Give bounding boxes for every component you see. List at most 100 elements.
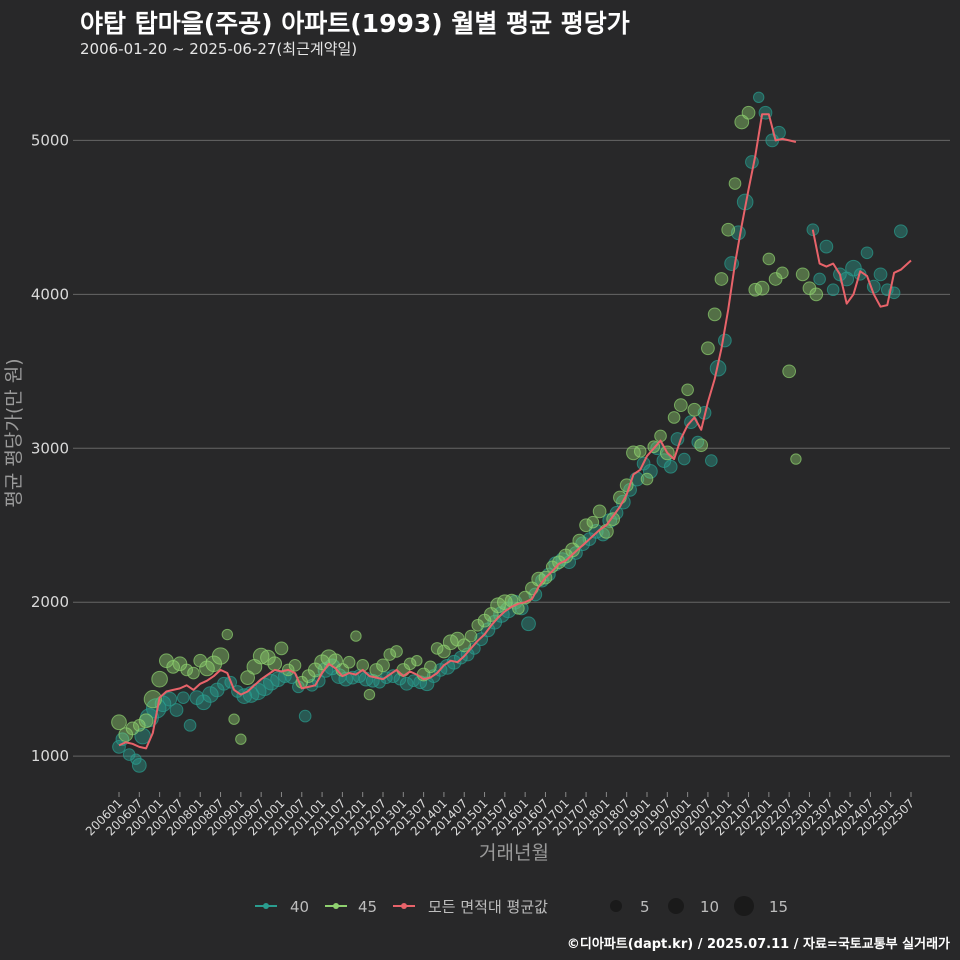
- average-line-group: [118, 113, 912, 750]
- scatter-point-40: [745, 155, 759, 169]
- scatter-point-45: [442, 634, 459, 651]
- scatter-point-45: [363, 688, 376, 701]
- scatter-point-40: [183, 719, 197, 732]
- scatter-point-45: [586, 515, 600, 529]
- scatter-point-45: [606, 512, 621, 526]
- scatter-point-40: [752, 91, 765, 104]
- scatter-point-45: [228, 713, 240, 725]
- legend-label-40: 40: [290, 898, 309, 916]
- scatter-point-40: [176, 691, 190, 704]
- legend-size-circle-5: [610, 900, 622, 912]
- scatter-point-40: [826, 283, 840, 297]
- chart-title: 야탑 탑마을(주공) 아파트(1993) 월별 평균 평당가: [80, 9, 630, 38]
- legend-dot-40: [263, 903, 269, 909]
- scatter-point-45: [667, 411, 681, 424]
- scatter-point-45: [809, 287, 824, 302]
- legend-item-45: 45: [325, 898, 377, 916]
- x-axis-label: 거래년월: [479, 842, 549, 864]
- scatter-series-45: [111, 105, 824, 745]
- scatter-point-45: [701, 341, 715, 356]
- scatter-point-45: [687, 402, 702, 417]
- scatter-point-45: [125, 721, 140, 736]
- scatter-point-45: [288, 659, 302, 672]
- scatter-point-40: [169, 703, 184, 717]
- legend-size-circle-10: [668, 898, 684, 914]
- average-line: [811, 229, 912, 308]
- scatter-point-45: [376, 658, 390, 673]
- scatter-point-40: [131, 757, 147, 773]
- scatter-point-45: [143, 690, 162, 709]
- scatter-point-45: [383, 648, 397, 661]
- scatter-point-45: [350, 630, 362, 642]
- average-line: [118, 113, 797, 750]
- scatter-point-45: [640, 472, 654, 486]
- scatter-point-45: [180, 663, 194, 677]
- scatter-point-40: [893, 224, 908, 239]
- scatter-point-45: [782, 364, 797, 379]
- legend-item-40: 40: [255, 898, 309, 916]
- scatter-point-40: [663, 459, 678, 474]
- y-tick-label: 5000: [31, 131, 69, 149]
- scatter-point-45: [721, 222, 736, 237]
- grid-lines: [73, 139, 950, 757]
- scatter-point-45: [714, 272, 729, 286]
- scatter-point-45: [579, 518, 593, 533]
- scatter-point-40: [162, 691, 178, 707]
- scatter-point-45: [681, 383, 694, 397]
- scatter-point-40: [521, 616, 536, 632]
- scatter-point-45: [471, 618, 485, 632]
- scatter-point-45: [187, 666, 200, 680]
- legend-dot-average: [401, 903, 407, 909]
- scatter-point-45: [762, 252, 776, 266]
- scatter-point-45: [403, 657, 417, 671]
- scatter-point-45: [221, 628, 234, 641]
- scatter-point-40: [873, 267, 888, 282]
- scatter-point-45: [728, 177, 742, 190]
- legend-label-45: 45: [358, 898, 377, 916]
- legend-size-15: 15: [734, 896, 788, 916]
- y-tick-label: 1000: [31, 747, 69, 765]
- y-tick-label: 3000: [31, 439, 69, 457]
- scatter-point-45: [342, 655, 356, 669]
- legend-size-circle-15: [734, 896, 754, 916]
- legend-size-5: 5: [610, 898, 650, 916]
- scatter-point-40: [468, 642, 481, 655]
- scatter-point-40: [643, 463, 658, 479]
- scatter-point-45: [633, 445, 647, 458]
- scatter-point-40: [717, 333, 732, 348]
- scatter-point-40: [399, 676, 414, 691]
- legend-size-label-10: 10: [700, 898, 719, 916]
- date-range-subtitle: 2006-01-20 ~ 2025-06-27(최근계약일): [80, 40, 358, 58]
- scatter-point-45: [424, 660, 437, 674]
- scatter-point-40: [677, 452, 691, 466]
- y-axis-label: 평균 평당가(만 원): [3, 358, 25, 507]
- scatter-point-45: [795, 267, 810, 282]
- scatter-point-45: [274, 641, 289, 656]
- y-axis-ticks: 1000 2000 3000 4000 5000: [31, 131, 69, 765]
- x-axis-ticks: 2006012006072007012007072008012008072009…: [83, 792, 917, 839]
- scatter-series-40: [112, 91, 908, 773]
- source-footer: ©디아파트(dapt.kr) / 2025.07.11 / 자료=국토교통부 실…: [566, 937, 950, 952]
- scatter-point-40: [298, 709, 312, 723]
- legend: 40 45 모든 면적대 평균값 5 10 15: [255, 896, 788, 916]
- scatter-point-45: [211, 647, 230, 665]
- scatter-point-40: [860, 246, 874, 260]
- scatter-point-40: [813, 272, 826, 286]
- scatter-point-45: [741, 105, 756, 120]
- legend-dot-45: [333, 903, 339, 909]
- scatter-point-45: [111, 714, 127, 731]
- y-tick-label: 2000: [31, 593, 69, 611]
- legend-size-10: 10: [668, 898, 719, 916]
- legend-label-average: 모든 면적대 평균값: [428, 898, 548, 916]
- scatter-point-45: [592, 504, 607, 519]
- scatter-point-45: [151, 670, 168, 688]
- scatter-point-45: [457, 638, 472, 653]
- scatter-point-45: [390, 645, 403, 658]
- scatter-point-45: [790, 453, 802, 465]
- scatter-point-40: [704, 454, 718, 467]
- y-tick-label: 4000: [31, 285, 69, 303]
- scatter-point-45: [707, 307, 722, 322]
- scatter-point-45: [138, 713, 154, 729]
- scatter-point-45: [673, 398, 688, 413]
